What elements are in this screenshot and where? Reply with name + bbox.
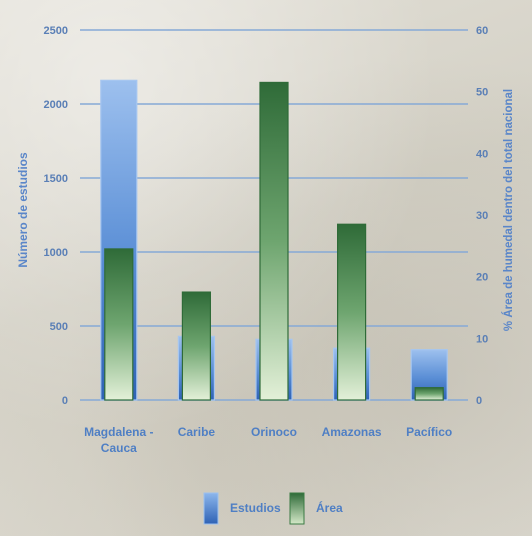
right-tick-label: 30 [476,210,488,222]
left-tick-label: 0 [62,395,68,407]
left-tick-label: 2500 [44,25,68,37]
bar-area [104,248,134,401]
left-tick-label: 2000 [44,99,68,111]
legend-label-estudios: Estudios [230,501,281,515]
legend: Estudios Área [203,492,343,525]
y-axis-title: Número de estudios [16,152,30,268]
right-tick-label: 60 [476,25,488,37]
right-tick-label: 0 [476,395,482,407]
bar-area [414,387,444,401]
category-label: Orinoco [251,425,297,439]
bars [100,79,448,401]
right-tick-label: 50 [476,87,488,99]
right-tick-label: 10 [476,333,488,345]
category-label: Magdalena -Cauca [84,425,153,455]
right-axis-ticks: 0 10 20 30 40 50 60 [476,25,488,407]
category-label: Amazonas [322,425,382,439]
legend-swatch-area [289,492,305,525]
left-tick-label: 1000 [44,247,68,259]
right-tick-label: 40 [476,148,488,160]
category-label: Pacífico [406,425,452,439]
bar-area [337,223,367,401]
bar-area [181,291,211,401]
legend-swatch-estudios [203,492,219,525]
left-axis-ticks: 0 500 1000 1500 2000 2500 [44,25,68,407]
category-labels: Magdalena -Cauca Caribe Orinoco Amazonas Pac… [84,425,452,455]
legend-label-area: Área [316,500,343,515]
right-tick-label: 20 [476,272,488,284]
category-label: Caribe [178,425,216,439]
left-tick-label: 1500 [44,173,68,185]
y2-axis-title: % Área de humedal dentro del total nacio… [502,89,515,331]
bar-area [259,81,289,401]
left-tick-label: 500 [50,321,68,333]
